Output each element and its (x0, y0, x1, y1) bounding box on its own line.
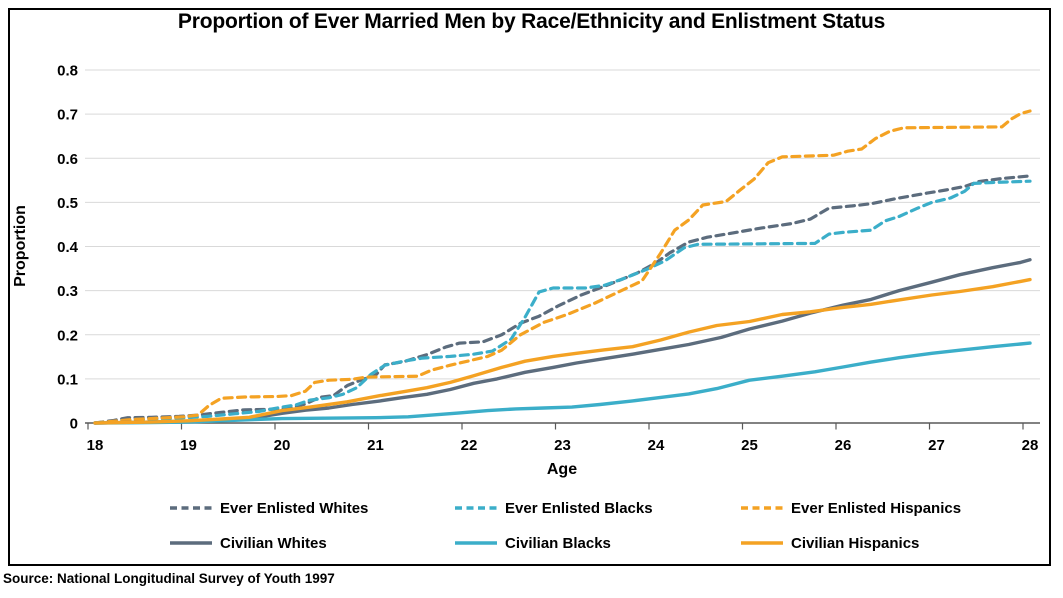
legend-label: Ever Enlisted Hispanics (791, 499, 962, 517)
svg-text:0.8: 0.8 (57, 63, 78, 80)
svg-text:28: 28 (1022, 437, 1039, 454)
svg-text:20: 20 (274, 437, 291, 454)
legend-line-swatch (455, 541, 497, 545)
legend-item-civilian-hispanics: Civilian Hispanics (740, 533, 919, 553)
legend-label: Ever Enlisted Whites (220, 499, 369, 517)
svg-text:19: 19 (180, 437, 197, 454)
legend-line-swatch (170, 506, 212, 510)
svg-text:23: 23 (554, 437, 571, 454)
svg-text:0.6: 0.6 (57, 151, 78, 168)
svg-text:27: 27 (928, 437, 945, 454)
legend-item-civilian-whites: Civilian Whites (169, 533, 327, 553)
legend-line-swatch (170, 541, 212, 545)
svg-text:26: 26 (835, 437, 852, 454)
legend-line-swatch (741, 506, 783, 510)
svg-text:0.3: 0.3 (57, 283, 78, 300)
chart-frame (8, 8, 1051, 566)
legend-label: Ever Enlisted Blacks (505, 499, 653, 517)
svg-text:0.4: 0.4 (57, 239, 79, 256)
svg-text:21: 21 (367, 437, 384, 454)
svg-text:24: 24 (648, 437, 665, 454)
legend-item-ever-enlisted-blacks: Ever Enlisted Blacks (454, 498, 653, 518)
legend-item-ever-enlisted-hispanics: Ever Enlisted Hispanics (740, 498, 961, 518)
legend-label: Civilian Whites (220, 534, 327, 552)
svg-text:0: 0 (70, 416, 78, 433)
svg-text:18: 18 (87, 437, 104, 454)
svg-text:0.7: 0.7 (57, 107, 78, 124)
svg-text:22: 22 (461, 437, 478, 454)
svg-text:0.5: 0.5 (57, 195, 78, 212)
legend-item-ever-enlisted-whites: Ever Enlisted Whites (169, 498, 368, 518)
legend-item-civilian-blacks: Civilian Blacks (454, 533, 611, 553)
plot-area: 0 0.1 0.2 0.3 0.4 0.5 0.6 0.7 0.8 18 19 20 21 22 23 24 2… (12, 63, 1040, 478)
svg-text:25: 25 (741, 437, 758, 454)
legend-label: Civilian Hispanics (791, 534, 920, 552)
legend-label: Civilian Blacks (505, 534, 611, 552)
source-note: Source: National Longitudinal Survey of … (3, 571, 335, 586)
chart-title: Proportion of Ever Married Men by Race/E… (177, 10, 886, 33)
svg-text:Age: Age (547, 461, 577, 478)
svg-text:0.1: 0.1 (57, 371, 78, 388)
svg-text:Proportion: Proportion (12, 205, 29, 287)
svg-text:0.2: 0.2 (57, 327, 78, 344)
legend-line-swatch (741, 541, 783, 545)
legend-line-swatch (455, 506, 497, 510)
